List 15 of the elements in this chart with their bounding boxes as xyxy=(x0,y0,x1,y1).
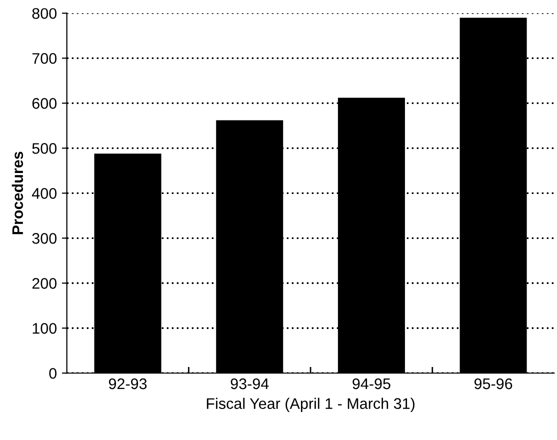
y-tick-label: 100 xyxy=(32,323,57,334)
x-tick-label: 95-96 xyxy=(474,378,512,390)
y-tick-label: 500 xyxy=(32,143,57,154)
y-tick-label: 300 xyxy=(32,233,57,244)
y-axis-title: Procedures xyxy=(12,152,24,234)
y-tick-label: 800 xyxy=(32,8,57,19)
y-tick-label: 700 xyxy=(32,53,57,64)
x-tick-label: 94-95 xyxy=(352,378,390,390)
y-tick-label: 600 xyxy=(32,98,57,109)
x-axis-title: Fiscal Year (April 1 - March 31) xyxy=(206,398,414,412)
y-tick-label: 0 xyxy=(49,368,57,379)
x-tick-label: 93-94 xyxy=(230,378,269,390)
y-tick-label: 200 xyxy=(32,278,57,289)
x-tick-label: 92-93 xyxy=(108,378,147,390)
y-tick-label: 400 xyxy=(32,188,57,199)
